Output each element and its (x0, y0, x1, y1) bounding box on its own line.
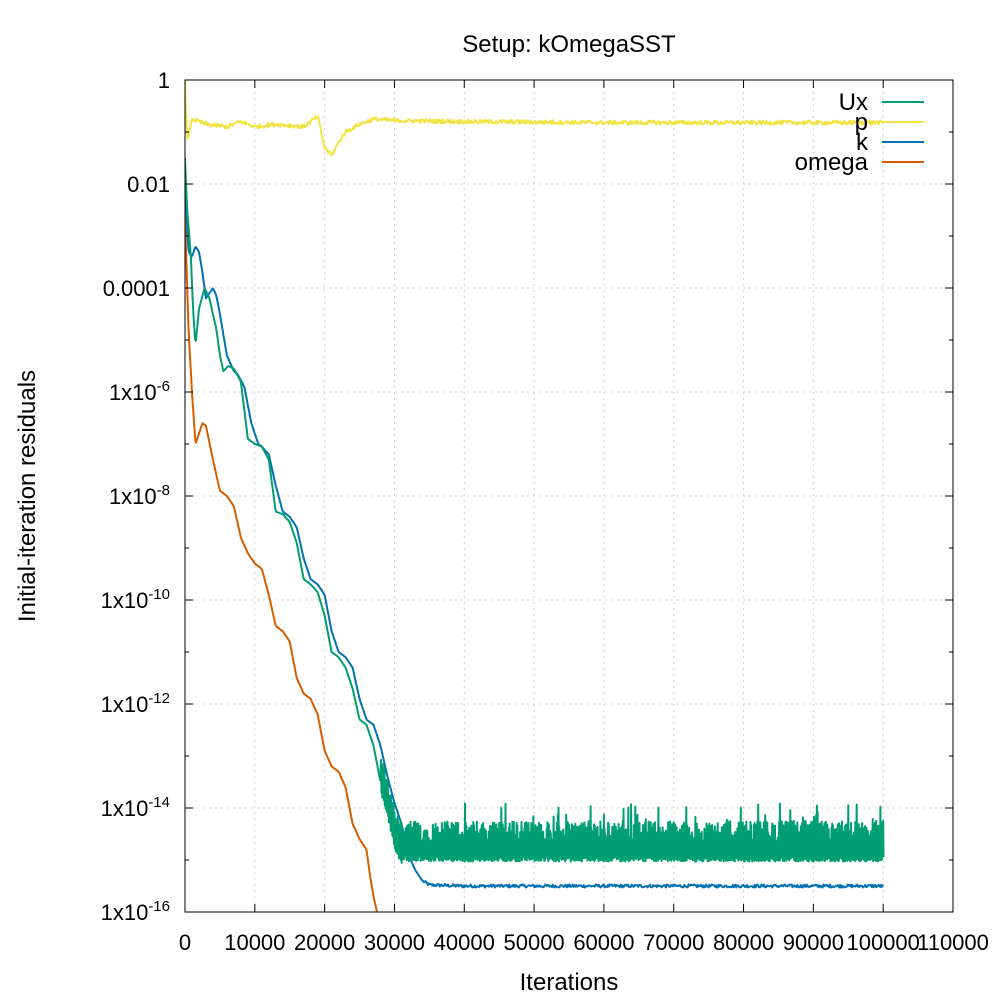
y-axis-title: Initial-iteration residuals (14, 370, 41, 622)
y-tick-label: 1 (158, 68, 170, 93)
x-tick-label: 110000 (917, 930, 989, 955)
series-layer (185, 80, 885, 912)
legend-label-Ux: Ux (839, 89, 868, 116)
y-tick-label: 1x10-14 (101, 794, 170, 821)
y-tick-label: 0.01 (127, 172, 170, 197)
ticks (184, 79, 954, 913)
legend-label-omega: omega (795, 149, 869, 176)
series-line-p (185, 80, 884, 157)
x-tick-label: 70000 (643, 930, 704, 955)
y-tick-label: 1x10-12 (101, 690, 170, 717)
x-tick-label: 10000 (224, 930, 285, 955)
x-tick-label: 0 (179, 930, 191, 955)
x-tick-labels: 0 10000 20000 30000 40000 50000 60000 70000 8000… (179, 930, 989, 955)
x-tick-label: 40000 (434, 930, 495, 955)
y-tick-label: 1x10-8 (109, 482, 170, 509)
y-tick-label: 1x10-6 (109, 378, 170, 405)
series-line-Ux (185, 157, 885, 864)
x-tick-label: 50000 (503, 930, 564, 955)
x-tick-label: 90000 (783, 930, 844, 955)
legend-label-k: k (856, 129, 869, 156)
y-tick-label: 1x10-10 (101, 586, 170, 613)
y-tick-label: 1x10-16 (101, 898, 170, 925)
x-tick-label: 60000 (573, 930, 634, 955)
x-tick-label: 100000 (846, 930, 919, 955)
x-tick-label: 20000 (294, 930, 355, 955)
grid (185, 80, 953, 912)
legend-label-p: p (855, 109, 868, 136)
series-line-k (185, 183, 884, 889)
series-line-omega (185, 215, 378, 912)
chart-title: Setup: kOmegaSST (462, 31, 676, 58)
x-axis-title: Iterations (520, 969, 619, 996)
x-tick-label: 30000 (364, 930, 425, 955)
y-tick-labels: 1x10-16 1x10-14 1x10-12 1x10-10 1x10-8 1x10-6… (101, 68, 170, 925)
x-tick-label: 80000 (713, 930, 774, 955)
y-tick-label: 0.0001 (103, 276, 170, 301)
